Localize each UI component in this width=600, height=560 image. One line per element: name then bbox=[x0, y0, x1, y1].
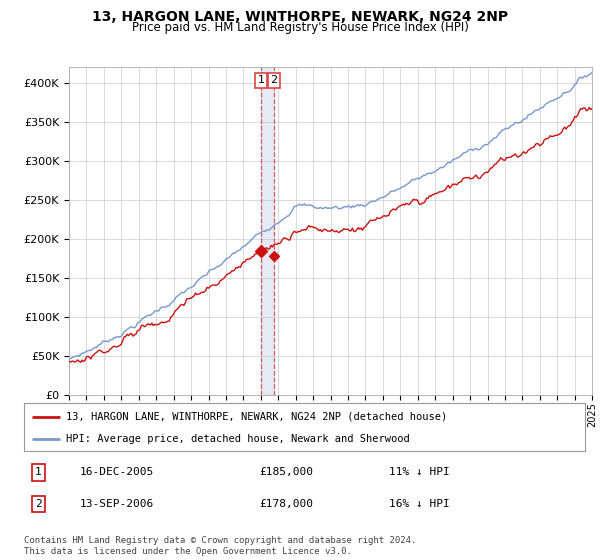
Text: 13, HARGON LANE, WINTHORPE, NEWARK, NG24 2NP (detached house): 13, HARGON LANE, WINTHORPE, NEWARK, NG24… bbox=[66, 412, 448, 422]
Text: 13, HARGON LANE, WINTHORPE, NEWARK, NG24 2NP: 13, HARGON LANE, WINTHORPE, NEWARK, NG24… bbox=[92, 10, 508, 24]
Text: Price paid vs. HM Land Registry's House Price Index (HPI): Price paid vs. HM Land Registry's House … bbox=[131, 21, 469, 34]
Text: 2: 2 bbox=[271, 76, 277, 86]
Text: 16% ↓ HPI: 16% ↓ HPI bbox=[389, 499, 449, 508]
Text: £178,000: £178,000 bbox=[260, 499, 314, 508]
Text: 16-DEC-2005: 16-DEC-2005 bbox=[80, 468, 154, 478]
Bar bbox=[261, 67, 274, 395]
Text: £185,000: £185,000 bbox=[260, 468, 314, 478]
Text: 1: 1 bbox=[35, 468, 41, 478]
Text: 11% ↓ HPI: 11% ↓ HPI bbox=[389, 468, 449, 478]
Text: 13-SEP-2006: 13-SEP-2006 bbox=[80, 499, 154, 508]
Text: HPI: Average price, detached house, Newark and Sherwood: HPI: Average price, detached house, Newa… bbox=[66, 434, 410, 444]
Text: 1: 1 bbox=[257, 76, 265, 86]
Text: 2: 2 bbox=[35, 499, 41, 508]
Text: Contains HM Land Registry data © Crown copyright and database right 2024.
This d: Contains HM Land Registry data © Crown c… bbox=[24, 536, 416, 556]
